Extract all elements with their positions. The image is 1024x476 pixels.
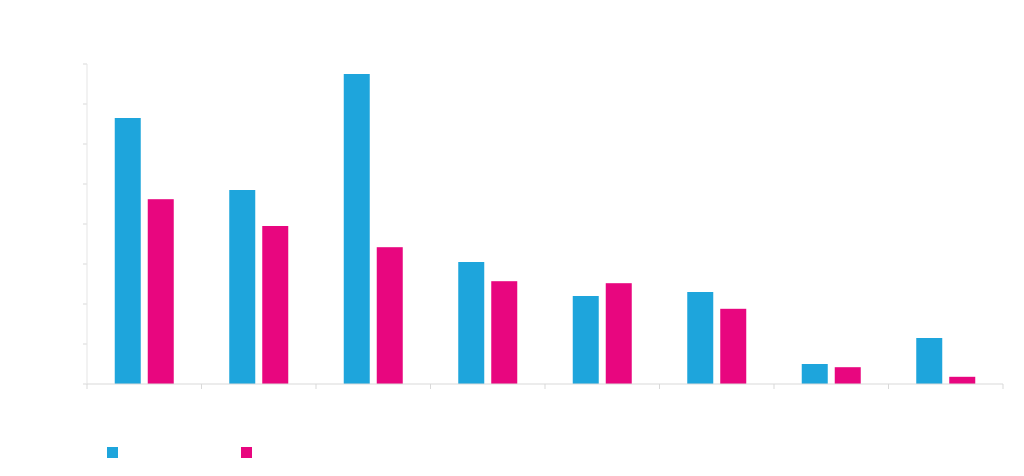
bar-series-1-cat-6 [687, 292, 714, 384]
bar-series-1-cat-2 [229, 190, 256, 384]
bar-series-2-cat-4 [491, 281, 518, 384]
bar-series-1-cat-8 [916, 338, 943, 384]
bar-series-2-cat-1 [147, 199, 174, 384]
legend-swatch-series-2 [241, 446, 252, 458]
bar-series-1-cat-5 [572, 296, 599, 384]
legend-item-series-1 [107, 446, 124, 458]
x-axis-ticks [86, 384, 1004, 389]
bar-series-1-cat-7 [801, 364, 828, 384]
bar-series-1-cat-4 [458, 262, 485, 384]
legend-swatch-series-1 [107, 446, 118, 458]
bar-series-2-cat-2 [262, 226, 289, 384]
bar-series-2-cat-7 [834, 367, 861, 384]
bar-series-1-cat-3 [343, 74, 370, 384]
bar-series-1-cat-1 [114, 118, 141, 384]
bar-series-2-cat-3 [376, 247, 403, 384]
bar-series-2-cat-5 [605, 283, 632, 384]
legend-item-series-2 [241, 446, 258, 458]
bar-series-2-cat-6 [720, 308, 747, 384]
bars [114, 74, 976, 384]
y-axis-ticks [83, 63, 88, 385]
bar-series-2-cat-8 [949, 376, 976, 384]
legend [107, 445, 375, 459]
